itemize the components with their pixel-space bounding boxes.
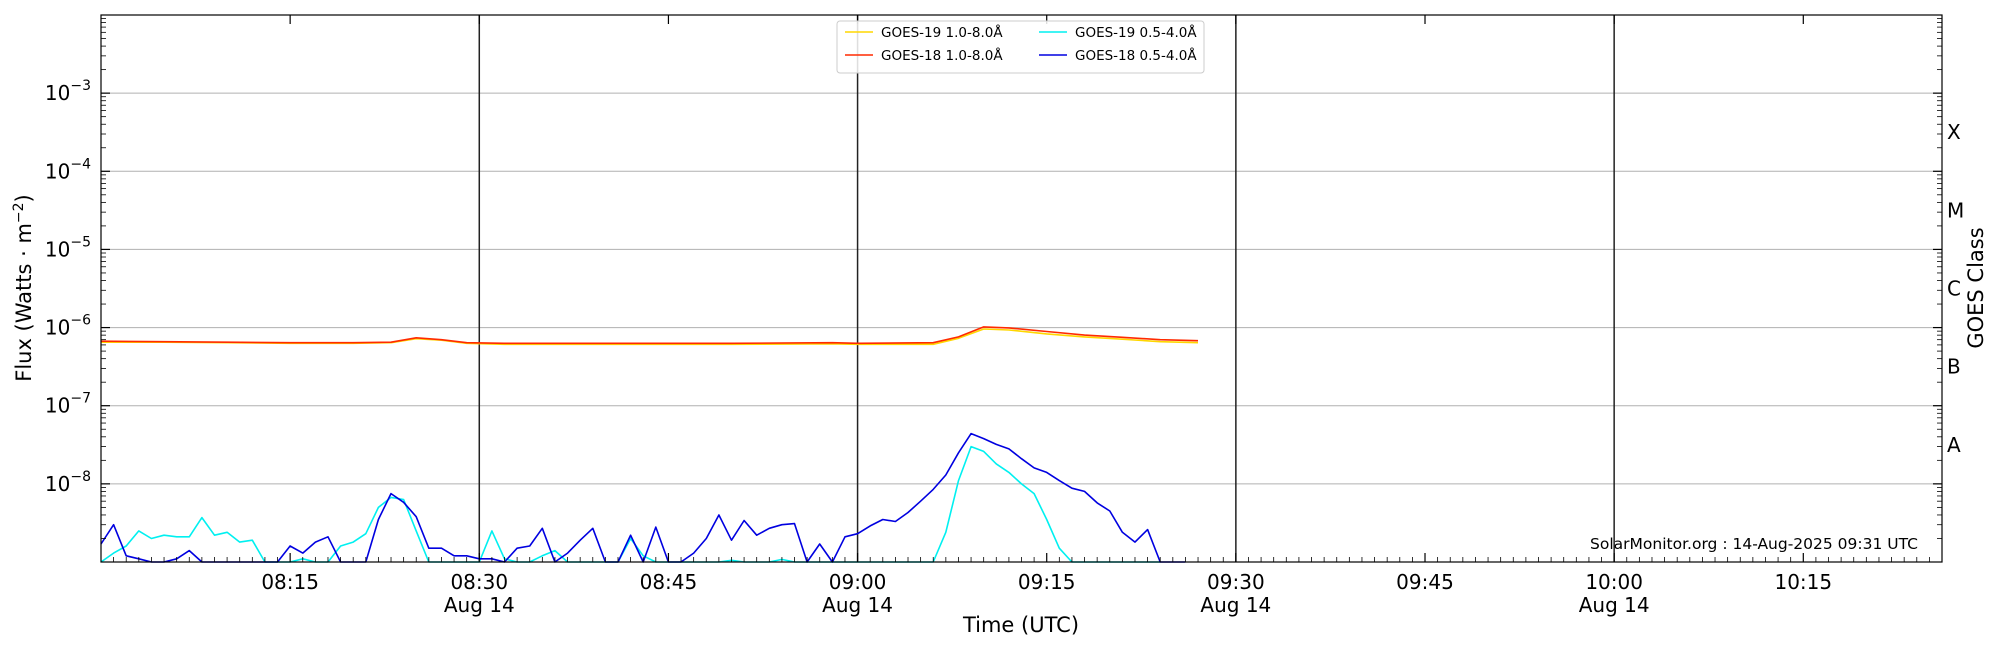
x-tick-label: 09:15 xyxy=(1018,570,1076,594)
goes-class-label: A xyxy=(1947,433,1961,457)
y-tick-label: 10−4 xyxy=(45,156,91,183)
legend-label: GOES-18 1.0-8.0Å xyxy=(881,47,1003,64)
y-axis-label: Flux (Watts · m−2) xyxy=(11,194,36,382)
legend-label: GOES-19 0.5-4.0Å xyxy=(1075,24,1197,41)
goes-class-label: B xyxy=(1947,355,1961,379)
legend: GOES-19 1.0-8.0Å GOES-18 1.0-8.0Å GOES-19 … xyxy=(836,20,1205,74)
legend-box xyxy=(836,20,1205,74)
x-tick-label: 10:15 xyxy=(1774,570,1832,594)
goes-class-labels: A B C M X xyxy=(1947,120,1964,457)
x-tick-label: 09:30 xyxy=(1207,570,1265,594)
x-tick-label: 09:45 xyxy=(1396,570,1454,594)
y-tick-label: 10−8 xyxy=(45,469,91,496)
day-marker-lines xyxy=(478,15,1615,562)
grid-lines xyxy=(101,92,1942,485)
y-tick-label: 10−7 xyxy=(45,391,91,418)
legend-label: GOES-19 1.0-8.0Å xyxy=(881,24,1003,41)
x-tick-label: 08:30 xyxy=(450,570,508,594)
x-tick-label: 08:45 xyxy=(640,570,698,594)
x-tick-date: Aug 14 xyxy=(1579,593,1650,617)
x-tick-label: 08:15 xyxy=(261,570,319,594)
series-line xyxy=(100,445,1161,563)
credit-text: SolarMonitor.org : 14-Aug-2025 09:31 UTC xyxy=(1590,535,1918,553)
y-axis-ticks: 10−8 10−7 10−6 10−5 10−4 10−3 xyxy=(45,18,1942,539)
goes-class-label: C xyxy=(1947,277,1961,301)
x-axis-label: Time (UTC) xyxy=(962,613,1079,637)
y-tick-label: 10−5 xyxy=(45,234,91,261)
legend-label: GOES-18 0.5-4.0Å xyxy=(1075,47,1197,64)
right-axis-label: GOES Class xyxy=(1964,227,1988,348)
series-lines xyxy=(100,326,1199,563)
x-tick-date: Aug 14 xyxy=(1200,593,1271,617)
series-line xyxy=(100,326,1199,345)
goes-class-label: X xyxy=(1947,120,1961,144)
y-tick-label: 10−6 xyxy=(45,313,91,340)
x-tick-label: 10:00 xyxy=(1585,570,1643,594)
series-line xyxy=(100,432,1186,563)
plot-frame xyxy=(100,14,1943,563)
y-tick-label: 10−3 xyxy=(45,78,91,105)
x-tick-label: 09:00 xyxy=(829,570,887,594)
x-tick-date: Aug 14 xyxy=(444,593,515,617)
goes-class-label: M xyxy=(1947,198,1964,222)
x-tick-date: Aug 14 xyxy=(822,593,893,617)
